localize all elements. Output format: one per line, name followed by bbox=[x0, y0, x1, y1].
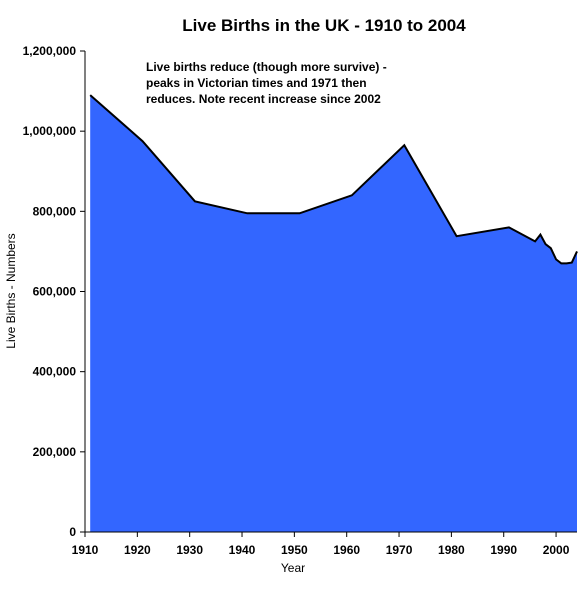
x-axis: 1910 1920 1930 1940 1950 1960 1970 1980 1990 2000 bbox=[72, 532, 570, 557]
y-tick-label: 400,000 bbox=[33, 365, 77, 379]
plot-area bbox=[89, 94, 578, 532]
y-tick-label: 1,000,000 bbox=[23, 124, 77, 138]
x-tick-label: 1910 bbox=[72, 543, 99, 557]
y-tick-label: 1,200,000 bbox=[23, 44, 77, 58]
x-tick-label: 1920 bbox=[124, 543, 151, 557]
y-tick-label: 0 bbox=[69, 525, 76, 539]
x-tick-label: 1970 bbox=[386, 543, 413, 557]
annotation-line-2: peaks in Victorian times and 1971 then bbox=[146, 76, 367, 90]
series-area bbox=[90, 95, 577, 532]
y-axis: 0 200,000 400,000 600,000 800,000 1,000,000 1,… bbox=[23, 44, 85, 539]
y-tick-label: 600,000 bbox=[33, 285, 77, 299]
x-tick-label: 1930 bbox=[176, 543, 203, 557]
chart-title: Live Births in the UK - 1910 to 2004 bbox=[182, 16, 466, 35]
x-tick-label: 1940 bbox=[229, 543, 256, 557]
annotation: Live births reduce (though more survive)… bbox=[146, 60, 387, 106]
x-tick-label: 1950 bbox=[281, 543, 308, 557]
x-tick-label: 2000 bbox=[543, 543, 570, 557]
x-tick-label: 1960 bbox=[333, 543, 360, 557]
series-line bbox=[89, 94, 578, 265]
y-tick-label: 200,000 bbox=[33, 445, 77, 459]
y-tick-label: 800,000 bbox=[33, 204, 77, 218]
annotation-line-3: reduces. Note recent increase since 2002 bbox=[146, 92, 381, 106]
x-tick-label: 1990 bbox=[490, 543, 517, 557]
x-tick-label: 1980 bbox=[438, 543, 465, 557]
annotation-line-1: Live births reduce (though more survive)… bbox=[146, 60, 387, 74]
x-axis-title: Year bbox=[281, 561, 305, 575]
y-axis-title: Live Births - Numbers bbox=[4, 233, 18, 348]
